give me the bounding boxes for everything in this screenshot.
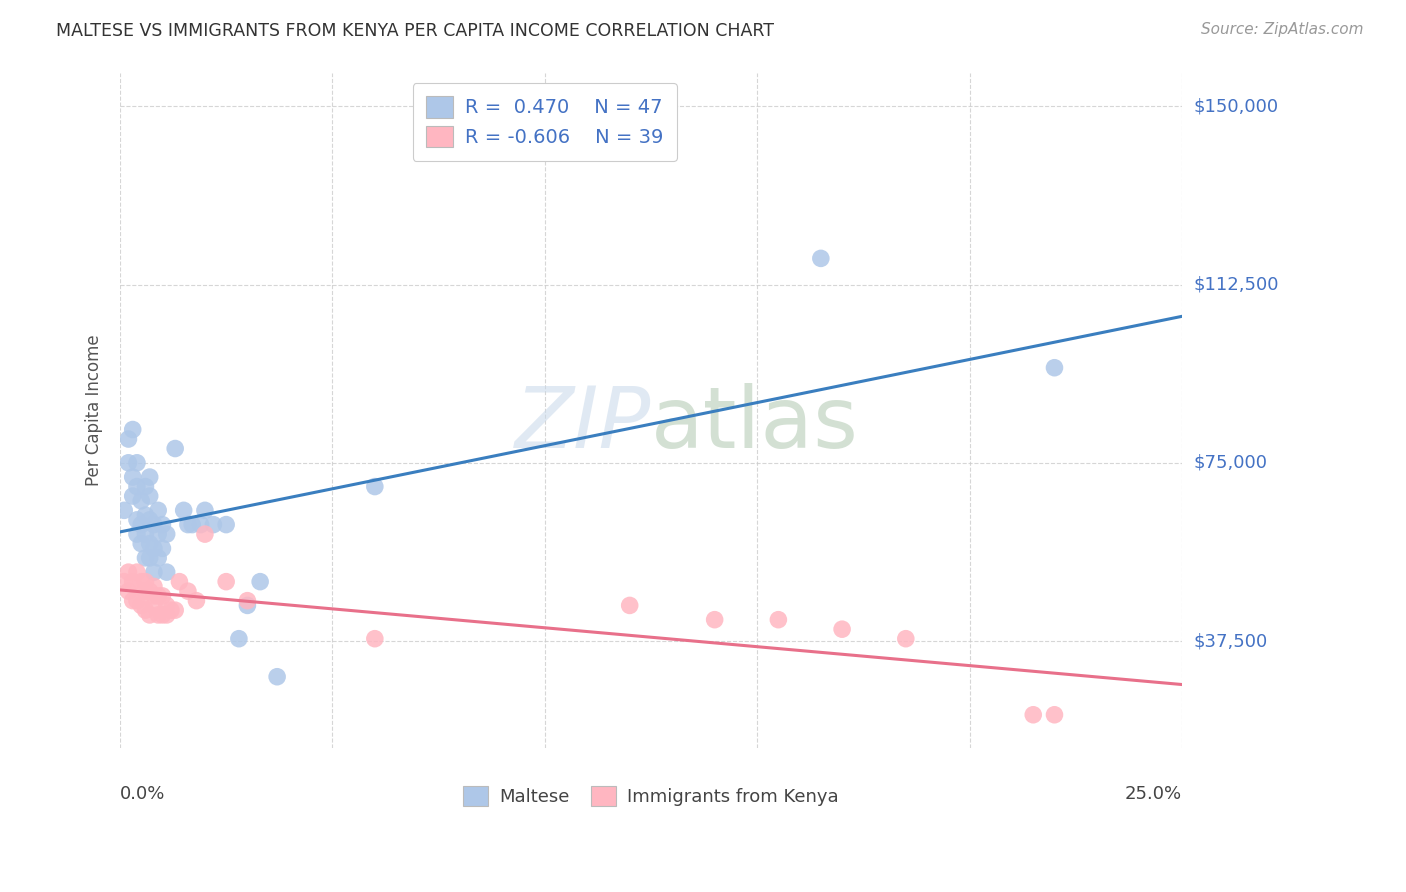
Text: MALTESE VS IMMIGRANTS FROM KENYA PER CAPITA INCOME CORRELATION CHART: MALTESE VS IMMIGRANTS FROM KENYA PER CAP…	[56, 22, 775, 40]
Point	[134, 574, 156, 589]
Point	[148, 503, 170, 517]
Point	[177, 517, 200, 532]
Text: 0.0%: 0.0%	[120, 785, 166, 803]
Point	[148, 527, 170, 541]
Point	[364, 632, 387, 646]
Point	[129, 599, 152, 613]
Point	[152, 517, 174, 532]
Point	[129, 517, 152, 532]
Point	[134, 508, 156, 522]
Point	[148, 607, 170, 622]
Point	[768, 613, 790, 627]
Point	[138, 489, 160, 503]
Point	[129, 574, 152, 589]
Point	[117, 432, 139, 446]
Text: Source: ZipAtlas.com: Source: ZipAtlas.com	[1201, 22, 1364, 37]
Point	[134, 603, 156, 617]
Point	[117, 565, 139, 579]
Point	[181, 517, 204, 532]
Point	[364, 479, 387, 493]
Point	[142, 589, 165, 603]
Point	[215, 574, 238, 589]
Text: $112,500: $112,500	[1194, 276, 1278, 293]
Point	[165, 442, 187, 456]
Point	[138, 607, 160, 622]
Point	[138, 584, 160, 599]
Text: atlas: atlas	[651, 383, 859, 466]
Point	[160, 603, 183, 617]
Point	[121, 489, 143, 503]
Point	[138, 550, 160, 565]
Point	[142, 579, 165, 593]
Point	[134, 584, 156, 599]
Point	[142, 517, 165, 532]
Point	[152, 541, 174, 556]
Point	[156, 599, 179, 613]
Point	[125, 479, 148, 493]
Point	[125, 513, 148, 527]
Text: ZIP: ZIP	[515, 383, 651, 466]
Point	[186, 593, 208, 607]
Text: $75,000: $75,000	[1194, 454, 1267, 472]
Point	[156, 565, 179, 579]
Point	[125, 456, 148, 470]
Point	[148, 589, 170, 603]
Point	[152, 607, 174, 622]
Point	[236, 599, 259, 613]
Point	[121, 423, 143, 437]
Point	[125, 527, 148, 541]
Point	[173, 503, 195, 517]
Point	[121, 593, 143, 607]
Point	[112, 503, 135, 517]
Point	[194, 527, 217, 541]
Point	[177, 584, 200, 599]
Point	[134, 550, 156, 565]
Point	[125, 593, 148, 607]
Point	[810, 252, 832, 266]
Text: $150,000: $150,000	[1194, 97, 1278, 115]
Point	[156, 527, 179, 541]
Y-axis label: Per Capita Income: Per Capita Income	[86, 334, 103, 486]
Point	[121, 574, 143, 589]
Point	[125, 565, 148, 579]
Point	[1022, 707, 1045, 722]
Point	[142, 565, 165, 579]
Point	[117, 584, 139, 599]
Point	[194, 503, 217, 517]
Point	[894, 632, 917, 646]
Point	[134, 527, 156, 541]
Point	[156, 607, 179, 622]
Point	[249, 574, 271, 589]
Point	[112, 574, 135, 589]
Point	[138, 513, 160, 527]
Point	[190, 517, 212, 532]
Point	[165, 603, 187, 617]
Point	[117, 456, 139, 470]
Point	[129, 536, 152, 550]
Point	[138, 536, 160, 550]
Point	[134, 479, 156, 493]
Point	[169, 574, 191, 589]
Point	[236, 593, 259, 607]
Point	[138, 470, 160, 484]
Point	[266, 670, 288, 684]
Point	[831, 622, 853, 636]
Text: $37,500: $37,500	[1194, 632, 1267, 650]
Point	[142, 541, 165, 556]
Point	[1043, 707, 1066, 722]
Point	[619, 599, 641, 613]
Point	[202, 517, 225, 532]
Text: 25.0%: 25.0%	[1125, 785, 1182, 803]
Point	[215, 517, 238, 532]
Point	[129, 493, 152, 508]
Point	[148, 550, 170, 565]
Legend: Maltese, Immigrants from Kenya: Maltese, Immigrants from Kenya	[456, 779, 846, 814]
Point	[121, 470, 143, 484]
Point	[228, 632, 250, 646]
Point	[142, 599, 165, 613]
Point	[1043, 360, 1066, 375]
Point	[152, 589, 174, 603]
Point	[703, 613, 725, 627]
